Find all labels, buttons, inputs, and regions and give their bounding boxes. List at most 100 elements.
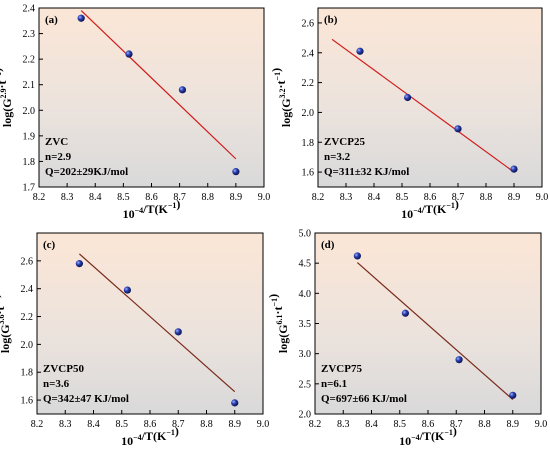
y-tick-label: 1.6 <box>21 396 34 407</box>
y-tick-label: 2.2 <box>302 78 315 89</box>
chart-panel: 8.2 8.3 8.4 8.5 8.6 8.7 8.8 8.9 9.0 1.6 1.8 2.0 2.2 2… <box>0 232 270 448</box>
y-tick-label: 2.4 <box>23 4 36 15</box>
x-tick-label: 9.0 <box>257 419 270 430</box>
x-tick-label: 8.8 <box>478 419 491 430</box>
y-tick-label: 2.5 <box>299 379 312 390</box>
x-tick-label: 8.9 <box>229 419 242 430</box>
data-point <box>510 165 518 173</box>
chart-panel: 8.2 8.3 8.4 8.5 8.6 8.7 8.8 8.9 9.0 1.7 1.8 1.9 2.0 2… <box>0 4 270 222</box>
y-tick-label: 2.0 <box>21 340 34 351</box>
chart-panel: 8.2 8.3 8.4 8.5 8.6 8.7 8.8 8.9 9.0 2.0 2.5 3.0 3.5 4… <box>266 229 547 449</box>
x-tick-label: 8.3 <box>59 419 72 430</box>
x-tick-label: 8.9 <box>507 419 520 430</box>
fit-line <box>80 10 237 160</box>
x-axis-label: 10−4/T(K−1) <box>123 197 181 221</box>
fit-line <box>78 253 236 393</box>
annotation-text: Q=342±47 KJ/mol <box>43 393 129 405</box>
y-tick-label: 2.4 <box>21 284 34 295</box>
chart-panel: 8.2 8.3 8.4 8.5 8.6 8.7 8.8 8.9 9.0 1.6 1.8 2.0 2.2 2… <box>269 7 548 221</box>
data-point <box>123 286 131 294</box>
x-tick-label: 8.4 <box>365 419 378 430</box>
y-axis-label: log(G2.9·t−1) <box>0 68 14 127</box>
annotation-text: n=3.2 <box>324 151 351 163</box>
y-tick-label: 1.6 <box>302 168 315 179</box>
data-point <box>455 356 463 364</box>
x-tick-label: 8.2 <box>309 419 322 430</box>
annotation-text: Q=202±29KJ/mol <box>45 166 128 178</box>
data-point <box>174 328 182 336</box>
x-tick-label: 8.3 <box>340 192 353 203</box>
plot-area <box>39 8 264 187</box>
x-tick-label: 8.3 <box>337 419 350 430</box>
y-tick-label: 2.0 <box>299 410 312 421</box>
annotation-text: ZVCP50 <box>43 363 84 375</box>
y-tick-label: 3.5 <box>299 319 312 330</box>
annotation-text: n=2.9 <box>45 151 72 163</box>
data-point <box>509 391 517 399</box>
x-tick-label: 8.6 <box>424 192 437 203</box>
x-tick-label: 8.5 <box>117 192 130 203</box>
x-tick-label: 8.7 <box>173 192 186 203</box>
x-tick-label: 8.6 <box>422 419 435 430</box>
data-point <box>178 86 187 94</box>
x-tick-label: 8.4 <box>89 192 102 203</box>
y-tick-label: 4.5 <box>299 259 312 270</box>
y-tick-label: 1.7 <box>23 183 36 194</box>
fit-line <box>356 262 514 400</box>
data-point <box>75 260 83 268</box>
panel-label: (b) <box>324 14 338 26</box>
x-tick-label: 8.4 <box>87 419 100 430</box>
x-tick-label: 8.7 <box>172 419 185 430</box>
x-tick-label: 8.5 <box>116 419 129 430</box>
y-tick-label: 2.0 <box>23 106 36 117</box>
data-point <box>404 93 412 102</box>
data-point <box>77 14 85 22</box>
x-axis-label: 10−4/T(K−1) <box>399 424 457 448</box>
x-axis-label: 10−4/T(K−1) <box>121 424 179 448</box>
y-axis-label: log(G3.6·t−1) <box>0 294 12 353</box>
y-tick-label: 2.6 <box>302 18 315 29</box>
data-point <box>232 168 240 176</box>
panel-label: (d) <box>321 239 335 251</box>
y-tick-label: 2.1 <box>23 80 36 91</box>
annotation-text: ZVCP25 <box>324 136 365 148</box>
y-tick-label: 3.0 <box>299 349 312 360</box>
data-point <box>231 399 239 407</box>
x-tick-label: 8.9 <box>230 192 243 203</box>
x-tick-label: 8.8 <box>202 192 215 203</box>
data-point <box>356 47 364 55</box>
y-tick-label: 2.3 <box>23 29 36 40</box>
panels: 8.2 8.3 8.4 8.5 8.6 8.7 8.8 8.9 9.0 1.7 1.8 1.9 2.0 2… <box>0 4 548 449</box>
fit-line <box>331 38 515 173</box>
x-tick-label: 8.7 <box>452 192 465 203</box>
x-tick-label: 9.0 <box>535 419 548 430</box>
x-tick-label: 8.8 <box>480 192 493 203</box>
y-tick-label: 1.8 <box>302 138 315 149</box>
y-tick-label: 2.2 <box>21 312 34 323</box>
y-axis-label: log(G6.1·t−1) <box>266 294 290 353</box>
x-tick-label: 8.2 <box>31 419 44 430</box>
plot-area <box>315 233 541 414</box>
x-tick-label: 9.0 <box>258 192 271 203</box>
data-point <box>401 309 409 317</box>
annotation-text: Q=311±32 KJ/mol <box>324 166 409 178</box>
data-point <box>353 252 361 260</box>
y-tick-label: 1.9 <box>23 131 36 142</box>
annotation-text: n=3.6 <box>43 378 70 390</box>
x-tick-label: 8.5 <box>394 419 407 430</box>
panel-label: (a) <box>45 14 58 26</box>
x-tick-label: 8.4 <box>368 192 381 203</box>
x-tick-label: 8.9 <box>508 192 521 203</box>
y-tick-label: 2.0 <box>302 108 315 119</box>
x-tick-label: 8.3 <box>61 192 74 203</box>
annotation-text: Q=697±66 KJ/mol <box>321 393 407 405</box>
panel-label: (c) <box>43 239 56 251</box>
x-axis-label: 10−4/T(K−1) <box>401 197 459 221</box>
y-axis-label: log(G3.2·t−1) <box>269 68 293 127</box>
x-tick-label: 8.6 <box>145 192 158 203</box>
y-tick-label: 2.4 <box>302 48 315 59</box>
x-tick-label: 8.2 <box>312 192 325 203</box>
data-point <box>454 125 462 133</box>
annotation-text: ZVCP75 <box>321 363 362 375</box>
